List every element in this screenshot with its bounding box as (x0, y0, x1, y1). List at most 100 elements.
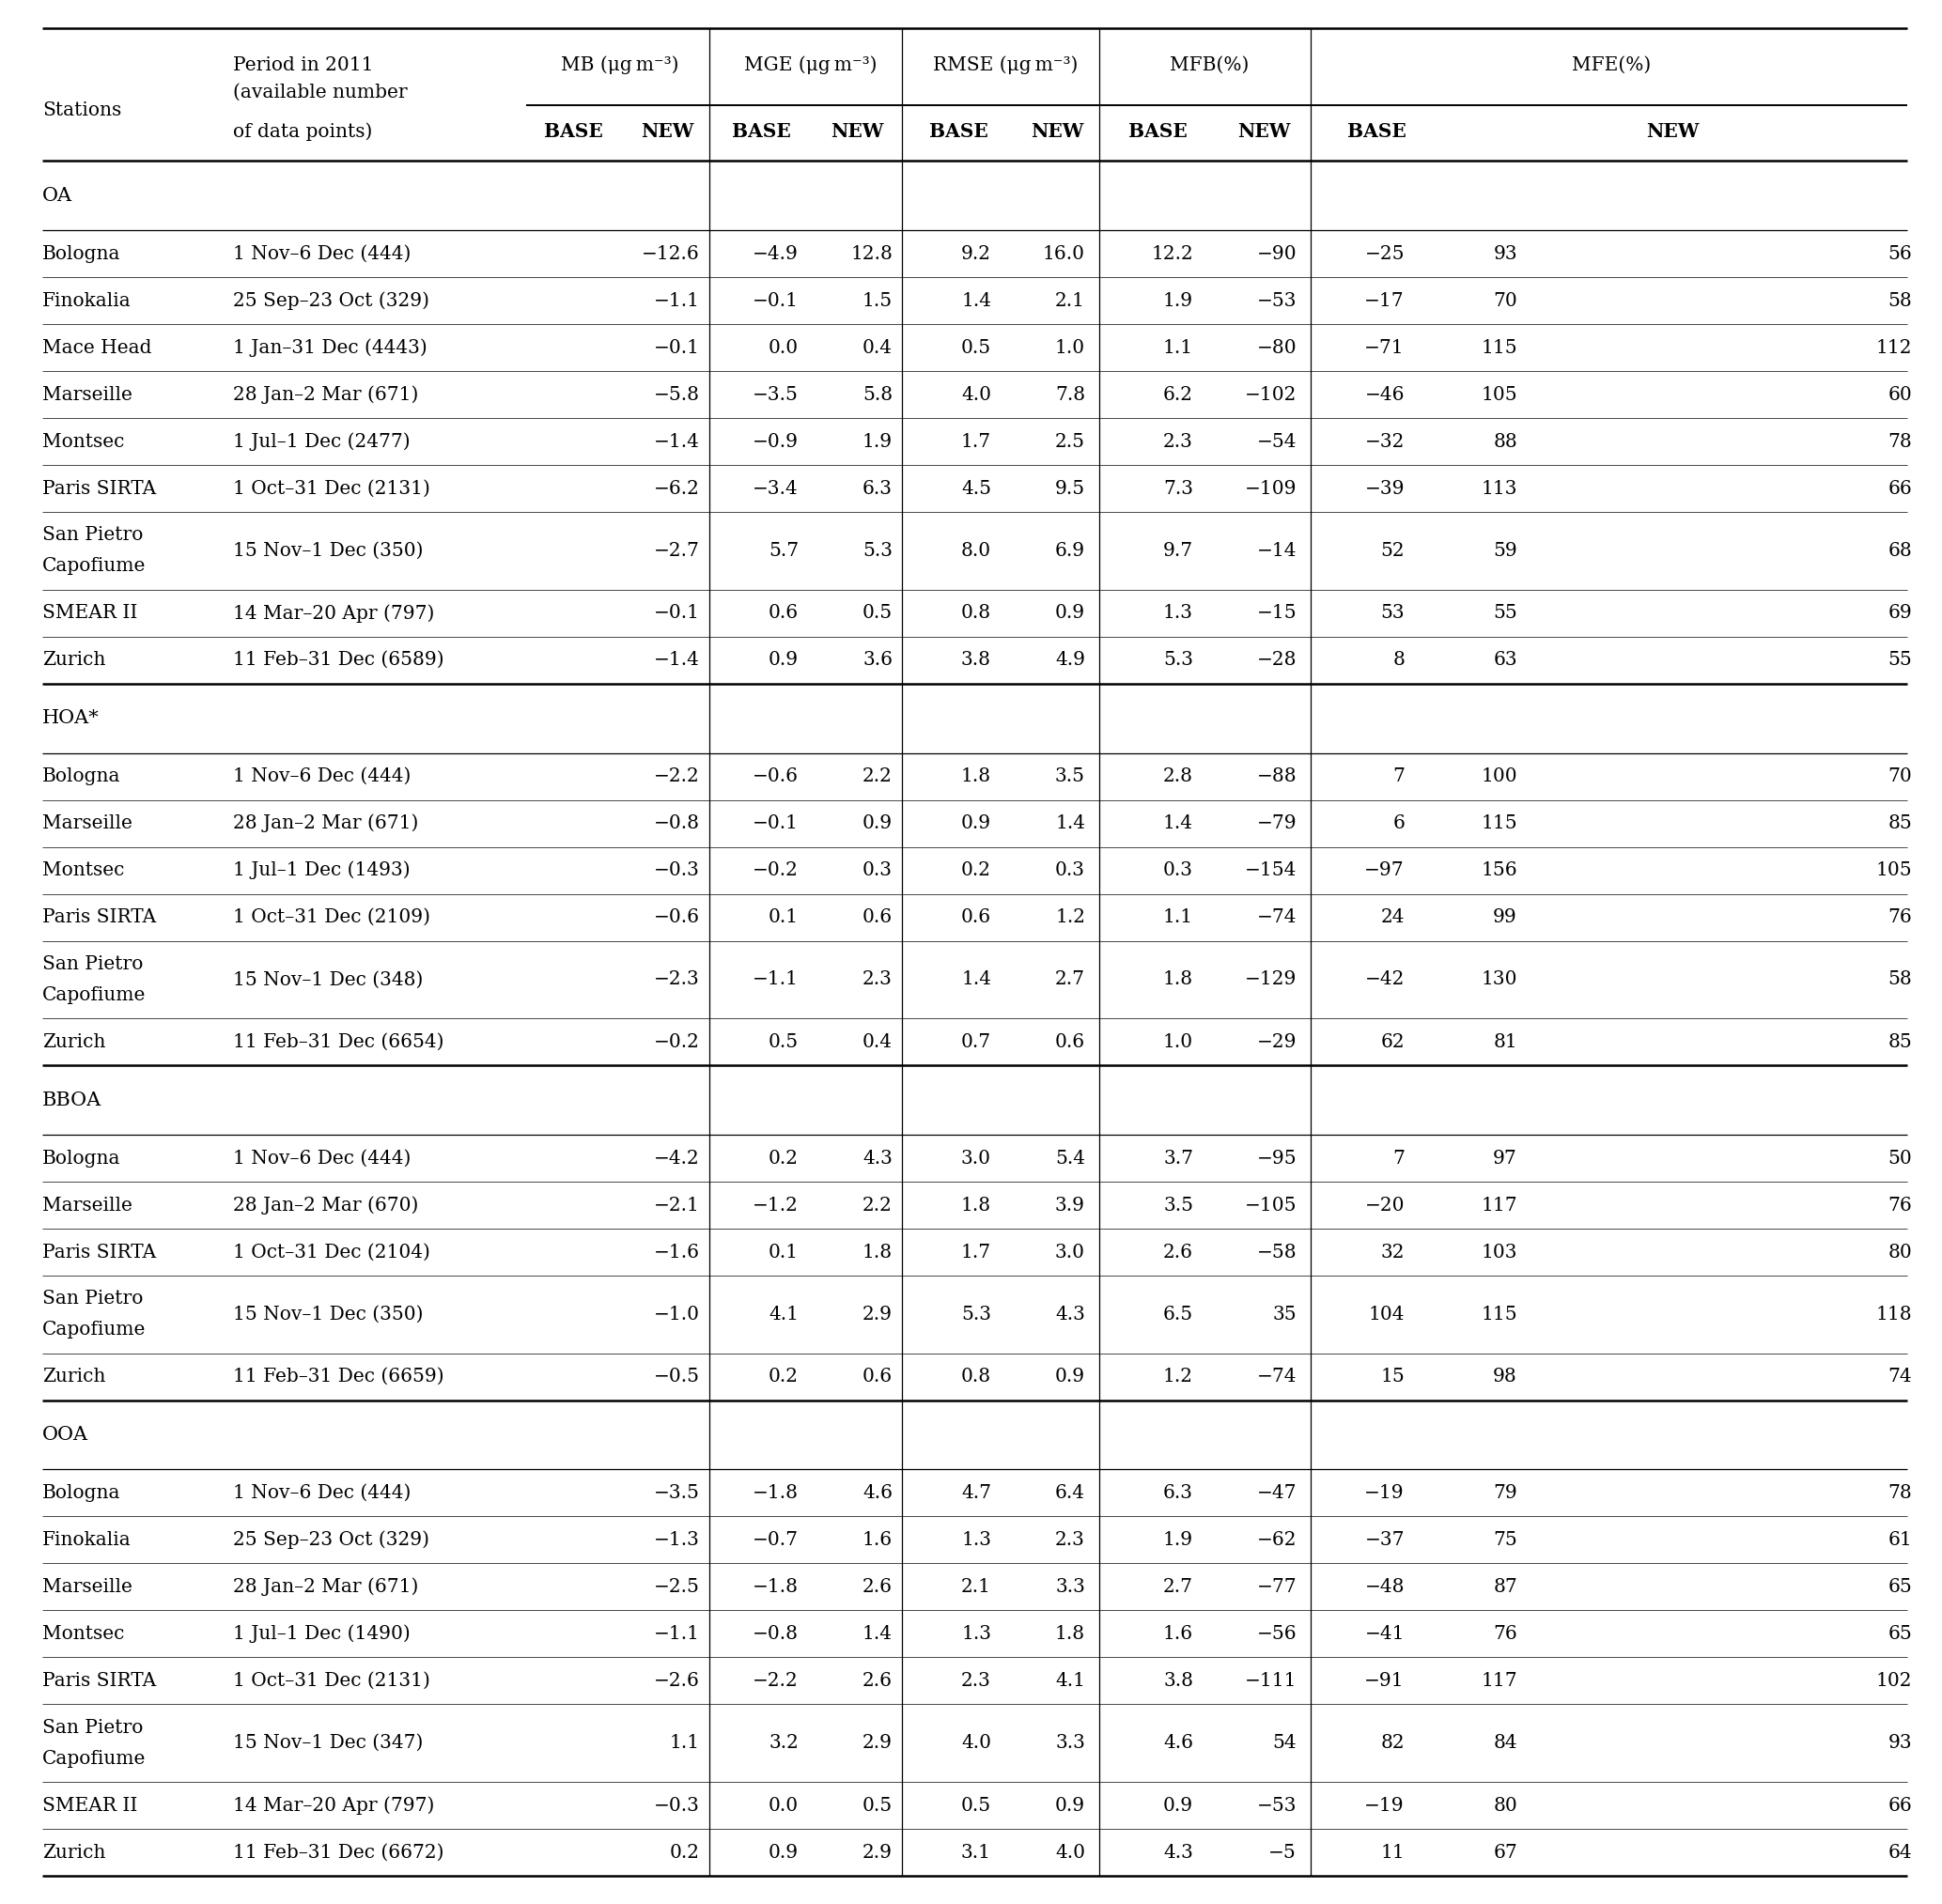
Text: 1.8: 1.8 (961, 767, 990, 784)
Text: −80: −80 (1256, 339, 1297, 356)
Text: Marseille: Marseille (43, 1196, 132, 1215)
Text: −0.2: −0.2 (753, 861, 798, 880)
Text: 3.3: 3.3 (1055, 1578, 1086, 1596)
Text: −56: −56 (1256, 1624, 1297, 1643)
Text: 1.3: 1.3 (961, 1531, 990, 1548)
Text: 6.3: 6.3 (1163, 1483, 1192, 1502)
Text: −0.1: −0.1 (654, 604, 699, 623)
Text: 0.6: 0.6 (862, 908, 893, 925)
Text: 1 Jul–1 Dec (1493): 1 Jul–1 Dec (1493) (233, 861, 410, 880)
Text: 61: 61 (1888, 1531, 1913, 1548)
Text: MGE (μg m⁻³): MGE (μg m⁻³) (744, 55, 876, 74)
Text: 70: 70 (1888, 767, 1913, 784)
Text: 4.9: 4.9 (1055, 651, 1086, 668)
Text: 82: 82 (1381, 1735, 1404, 1752)
Text: (available number: (available number (233, 84, 408, 101)
Text: San Pietro: San Pietro (43, 1719, 144, 1736)
Text: 58: 58 (1888, 291, 1913, 310)
Text: −1.4: −1.4 (654, 651, 699, 668)
Text: −3.5: −3.5 (753, 387, 798, 404)
Text: −0.1: −0.1 (753, 291, 798, 310)
Text: 6.3: 6.3 (862, 480, 893, 497)
Text: Bologna: Bologna (43, 767, 120, 784)
Text: −0.8: −0.8 (654, 815, 699, 832)
Text: 1.2: 1.2 (1055, 908, 1086, 925)
Text: 32: 32 (1381, 1243, 1404, 1260)
Text: 0.8: 0.8 (961, 1367, 990, 1386)
Text: 4.0: 4.0 (1055, 1843, 1086, 1862)
Text: 64: 64 (1888, 1843, 1913, 1862)
Text: 58: 58 (1888, 971, 1913, 988)
Text: −0.6: −0.6 (654, 908, 699, 925)
Text: 74: 74 (1888, 1367, 1913, 1386)
Text: 1 Jul–1 Dec (1490): 1 Jul–1 Dec (1490) (233, 1624, 410, 1643)
Text: 35: 35 (1272, 1306, 1297, 1323)
Text: −5: −5 (1268, 1843, 1297, 1862)
Text: −0.2: −0.2 (654, 1032, 699, 1051)
Text: 1.4: 1.4 (1163, 815, 1192, 832)
Text: −2.5: −2.5 (654, 1578, 699, 1596)
Text: −1.1: −1.1 (654, 1624, 699, 1643)
Text: 1.4: 1.4 (1055, 815, 1086, 832)
Text: BASE: BASE (928, 122, 988, 141)
Text: −1.4: −1.4 (654, 432, 699, 451)
Text: −0.9: −0.9 (753, 432, 798, 451)
Text: 93: 93 (1888, 1735, 1913, 1752)
Text: 12.2: 12.2 (1152, 246, 1192, 263)
Text: 85: 85 (1888, 815, 1913, 832)
Text: 2.9: 2.9 (862, 1843, 893, 1862)
Text: 1.0: 1.0 (1055, 339, 1086, 356)
Text: 2.7: 2.7 (1055, 971, 1086, 988)
Text: 4.3: 4.3 (862, 1150, 893, 1167)
Text: 78: 78 (1888, 1483, 1913, 1502)
Text: Zurich: Zurich (43, 1032, 105, 1051)
Text: 3.8: 3.8 (1163, 1672, 1192, 1689)
Text: 76: 76 (1888, 908, 1913, 925)
Text: 0.5: 0.5 (961, 339, 990, 356)
Text: 156: 156 (1482, 861, 1517, 880)
Text: Period in 2011: Period in 2011 (233, 57, 373, 74)
Text: −0.7: −0.7 (753, 1531, 798, 1548)
Text: 0.6: 0.6 (961, 908, 990, 925)
Text: 65: 65 (1888, 1578, 1913, 1596)
Text: −19: −19 (1365, 1483, 1404, 1502)
Text: 0.1: 0.1 (769, 908, 798, 925)
Text: 105: 105 (1482, 387, 1517, 404)
Text: 2.3: 2.3 (961, 1672, 990, 1689)
Text: 66: 66 (1888, 480, 1913, 497)
Text: 3.2: 3.2 (769, 1735, 798, 1752)
Text: 117: 117 (1482, 1672, 1517, 1689)
Text: −0.8: −0.8 (753, 1624, 798, 1643)
Text: 118: 118 (1876, 1306, 1913, 1323)
Text: 2.9: 2.9 (862, 1306, 893, 1323)
Text: −71: −71 (1365, 339, 1404, 356)
Text: 113: 113 (1482, 480, 1517, 497)
Text: 2.6: 2.6 (862, 1672, 893, 1689)
Text: 5.3: 5.3 (961, 1306, 990, 1323)
Text: 1.5: 1.5 (862, 291, 893, 310)
Text: −19: −19 (1365, 1797, 1404, 1815)
Text: −129: −129 (1245, 971, 1297, 988)
Text: 66: 66 (1888, 1797, 1913, 1815)
Text: 14 Mar–20 Apr (797): 14 Mar–20 Apr (797) (233, 1795, 435, 1815)
Text: −79: −79 (1256, 815, 1297, 832)
Text: 62: 62 (1381, 1032, 1404, 1051)
Text: 0.3: 0.3 (1055, 861, 1086, 880)
Text: Finokalia: Finokalia (43, 291, 132, 310)
Text: 0.4: 0.4 (862, 339, 893, 356)
Text: 75: 75 (1493, 1531, 1517, 1548)
Text: 1.0: 1.0 (1163, 1032, 1192, 1051)
Text: 25 Sep–23 Oct (329): 25 Sep–23 Oct (329) (233, 1531, 429, 1550)
Text: 2.5: 2.5 (1055, 432, 1086, 451)
Text: 0.5: 0.5 (862, 604, 893, 623)
Text: 67: 67 (1493, 1843, 1517, 1862)
Text: 1.4: 1.4 (961, 971, 990, 988)
Text: 3.5: 3.5 (1055, 767, 1086, 784)
Text: −0.3: −0.3 (654, 861, 699, 880)
Text: −2.2: −2.2 (753, 1672, 798, 1689)
Text: 7.3: 7.3 (1163, 480, 1192, 497)
Text: 54: 54 (1272, 1735, 1297, 1752)
Text: 1.9: 1.9 (862, 432, 893, 451)
Text: −2.3: −2.3 (654, 971, 699, 988)
Text: 1.1: 1.1 (670, 1735, 699, 1752)
